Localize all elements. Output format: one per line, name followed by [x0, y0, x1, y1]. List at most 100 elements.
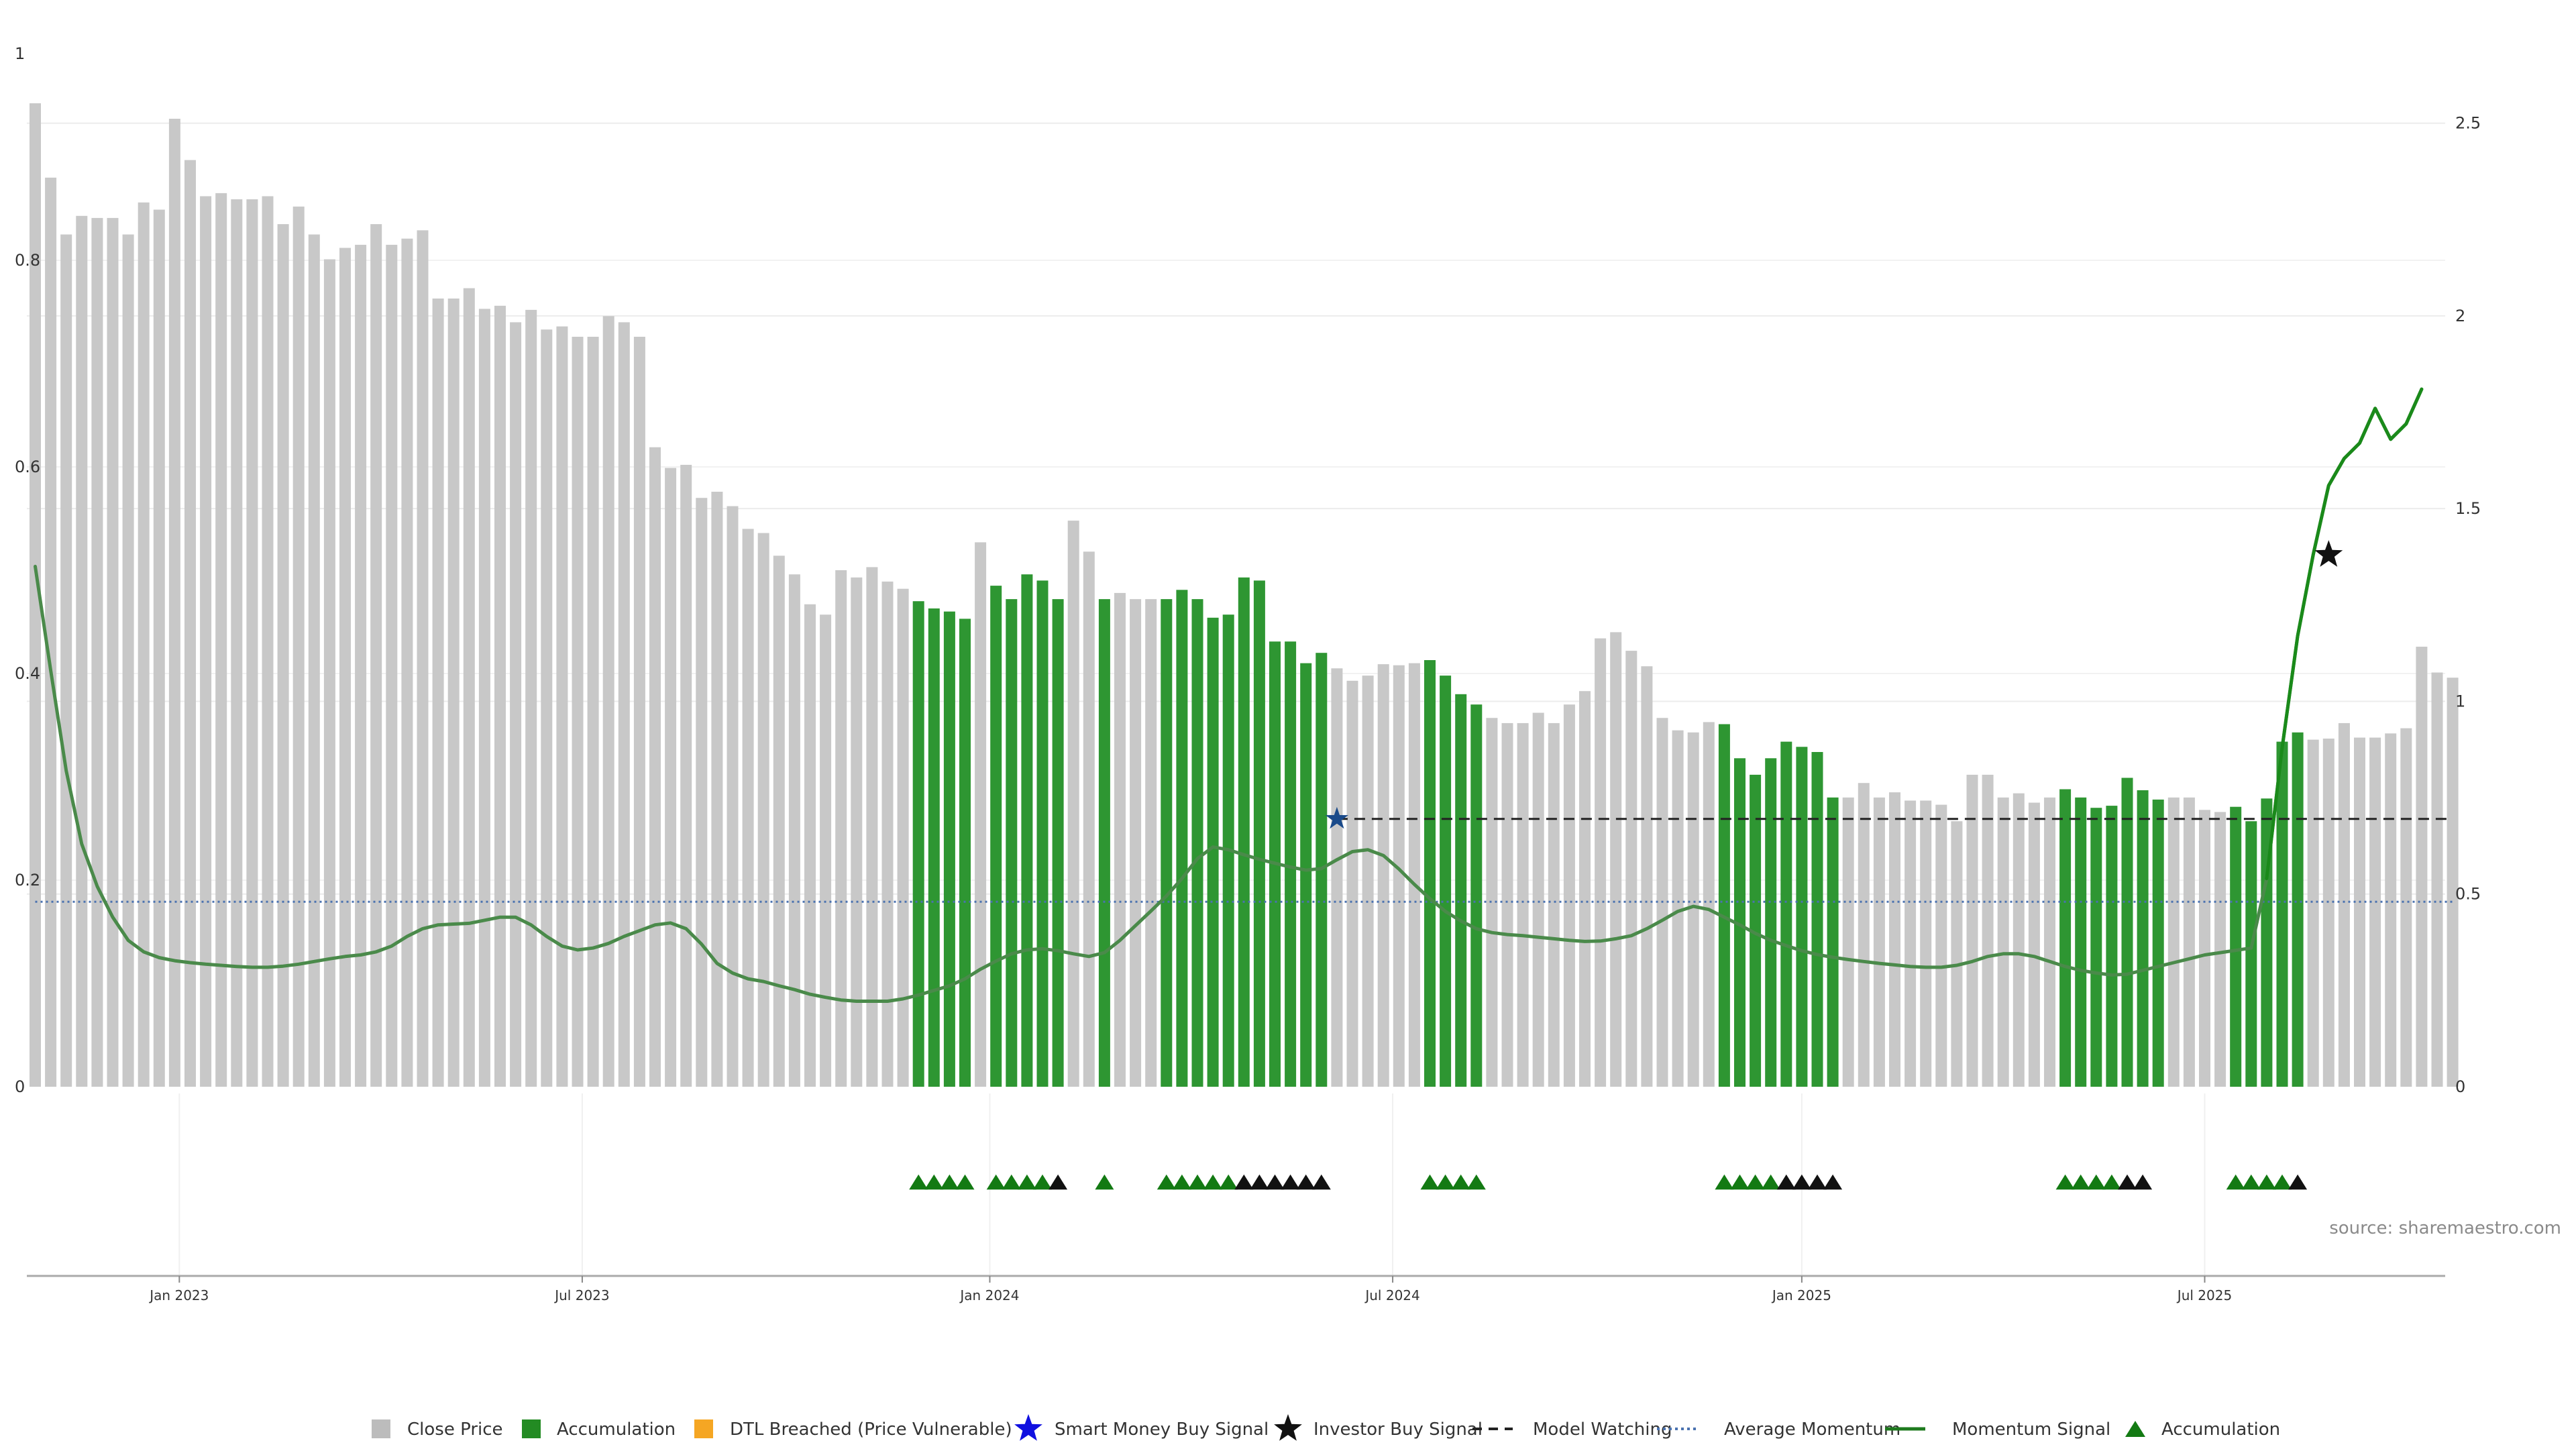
price-bar — [463, 288, 475, 1087]
accumulation-bar — [2261, 798, 2273, 1087]
legend-label-5: Model Watching — [1533, 1419, 1672, 1440]
price-bar — [432, 299, 444, 1087]
price-bar — [2012, 793, 2025, 1087]
accumulation-bar — [2137, 790, 2149, 1087]
accumulation-triangle — [955, 1174, 975, 1190]
accumulation-bar — [2090, 808, 2102, 1087]
price-bar — [1517, 722, 1529, 1087]
legend-triangle — [2125, 1421, 2145, 1437]
price-bar — [246, 199, 258, 1087]
triangle-strip — [909, 1174, 2308, 1190]
price-bar — [1641, 666, 1653, 1087]
accumulation-triangle — [1761, 1174, 1780, 1190]
accumulation-bar — [928, 608, 940, 1087]
price-bar — [2400, 728, 2412, 1087]
price-bar — [866, 567, 878, 1087]
price-bar — [1563, 704, 1575, 1087]
price-bar — [184, 160, 196, 1087]
accumulation-bar — [1207, 617, 1219, 1087]
y-left-tick-label: 0.8 — [15, 251, 40, 270]
price-bar — [215, 193, 227, 1087]
accumulation-bar — [1734, 758, 1746, 1087]
price-bar — [835, 570, 847, 1087]
price-bar — [308, 234, 320, 1087]
price-bar — [1346, 680, 1358, 1087]
price-bar — [1595, 638, 1607, 1087]
accumulation-bar — [2106, 806, 2118, 1087]
investor-triangle — [2288, 1174, 2308, 1190]
x-tick-label: Jan 2024 — [959, 1287, 1019, 1303]
price-bar — [168, 119, 180, 1087]
accumulation-triangle — [1219, 1174, 1238, 1190]
price-bar — [60, 234, 72, 1087]
accumulation-triangle — [1730, 1174, 1750, 1190]
price-bar — [1842, 797, 1854, 1087]
price-bar — [2214, 812, 2226, 1087]
price-bar — [447, 299, 460, 1087]
price-bar — [1687, 732, 1699, 1087]
accumulation-triangle — [1033, 1174, 1052, 1190]
y-axis-left: 0 0.2 0.4 0.6 0.8 1 — [15, 44, 40, 1096]
x-tick-label: Jan 2023 — [148, 1287, 209, 1303]
accumulation-bar — [1238, 577, 1250, 1087]
accumulation-triangle — [2102, 1174, 2121, 1190]
price-bar — [2307, 739, 2319, 1087]
price-bar — [897, 588, 909, 1087]
price-bar — [2183, 797, 2195, 1087]
price-bar — [1997, 797, 2009, 1087]
price-bar — [323, 259, 335, 1087]
price-bar — [1532, 712, 1544, 1087]
price-bar — [339, 248, 351, 1087]
price-bar — [1501, 722, 1513, 1087]
price-bar — [1625, 651, 1638, 1087]
price-bar — [122, 234, 134, 1087]
signal-markers — [1325, 540, 2343, 829]
price-bar — [153, 209, 165, 1087]
accumulation-bar — [1253, 580, 1265, 1087]
price-bar — [2044, 797, 2055, 1087]
accumulation-bar — [1440, 676, 1452, 1087]
investor-triangle — [1049, 1174, 1068, 1190]
price-bar — [1548, 722, 1560, 1087]
price-bar — [556, 326, 568, 1087]
y-right-tick-label: 2 — [2455, 307, 2465, 325]
investor-triangle — [1792, 1174, 1811, 1190]
investor-triangle — [2118, 1174, 2137, 1190]
legend-square-2 — [694, 1419, 713, 1438]
price-bar — [1982, 774, 1994, 1087]
price-bar — [138, 202, 150, 1087]
x-tick-label: Jan 2025 — [1771, 1287, 1831, 1303]
price-bar — [2369, 737, 2381, 1087]
price-bar — [757, 533, 769, 1087]
accumulation-bar — [2121, 777, 2133, 1087]
price-bar — [665, 468, 677, 1087]
accumulation-bar — [1161, 599, 1173, 1087]
investor-triangle — [1311, 1174, 1331, 1190]
legend-label-8: Accumulation — [2161, 1419, 2280, 1440]
legend-square-1 — [522, 1419, 541, 1438]
price-bar — [1362, 676, 1374, 1087]
price-bar — [1377, 664, 1389, 1087]
price-bar — [633, 337, 645, 1087]
accumulation-triangle — [1451, 1174, 1470, 1190]
accumulation-bar — [912, 601, 924, 1087]
accumulation-bar — [2075, 797, 2087, 1087]
accumulation-triangle — [2055, 1174, 2075, 1190]
accumulation-bar — [2152, 799, 2164, 1087]
accumulation-triangle — [2241, 1174, 2261, 1190]
price-bar — [1486, 718, 1498, 1087]
accumulation-bar — [1765, 758, 1777, 1087]
accumulation-triangle — [1188, 1174, 1207, 1190]
legend: Close Price Accumulation DTL Breached (Pri… — [372, 1414, 2280, 1441]
accumulation-triangle — [1420, 1174, 1440, 1190]
price-bar — [1703, 722, 1715, 1087]
price-bar — [1579, 691, 1591, 1087]
momentum-signal-line-breakout — [2265, 387, 2424, 881]
y-axis-right: 0 0.5 1 1.5 2 2.5 — [2455, 114, 2481, 1096]
accumulation-triangle — [2257, 1174, 2276, 1190]
investor-triangle — [1776, 1174, 1796, 1190]
y-left-tick-label: 0.2 — [15, 871, 40, 890]
investor-triangle — [1265, 1174, 1285, 1190]
legend-label-6: Average Momentum — [1724, 1419, 1900, 1440]
